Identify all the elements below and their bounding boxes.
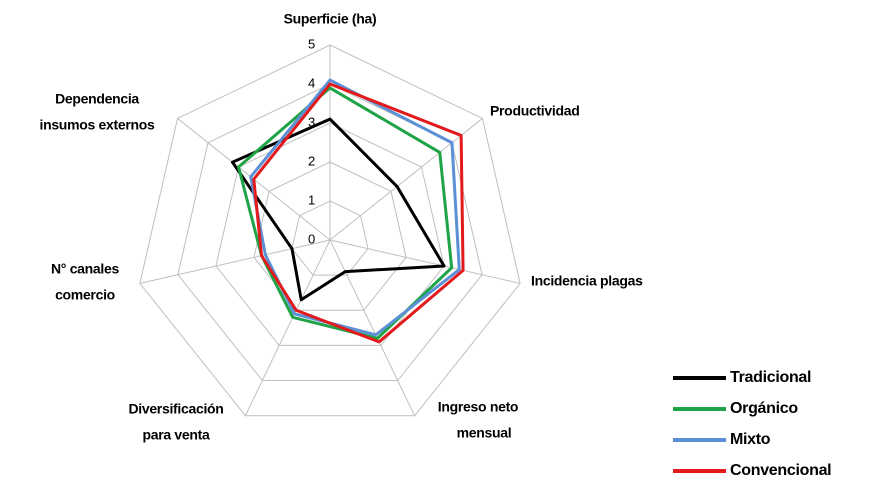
legend-label: Mixto <box>730 431 771 448</box>
tick-label: 0 <box>308 231 315 246</box>
spoke <box>329 118 483 241</box>
grid-ring <box>177 83 483 382</box>
spoke <box>329 239 521 284</box>
axis-label: mensual <box>457 425 512 441</box>
grid-ring <box>139 44 521 417</box>
tick-label: 1 <box>308 192 315 207</box>
axis-label: comercio <box>55 287 115 303</box>
legend-label: Convencional <box>730 462 831 479</box>
axis-label: Superficie (ha) <box>284 11 377 27</box>
axis-label: Dependencia <box>55 91 139 107</box>
axis-label: N° canales <box>51 261 119 277</box>
tick-label: 5 <box>308 36 315 51</box>
legend-label: Tradicional <box>730 369 811 386</box>
spoke <box>329 239 416 416</box>
tick-label: 2 <box>308 153 315 168</box>
grid-ring <box>253 161 407 311</box>
spoke <box>244 239 331 416</box>
series-line <box>237 86 454 340</box>
spoke <box>139 239 331 284</box>
axis-label: Incidencia plagas <box>531 273 643 289</box>
tick-label: 3 <box>308 114 315 129</box>
axis-label: Productividad <box>490 103 579 119</box>
legend-label: Orgánico <box>730 400 798 417</box>
grid-ring <box>291 200 369 276</box>
axis-label: insumos externos <box>39 117 155 133</box>
axis-label: para venta <box>142 427 210 443</box>
tick-label: 4 <box>308 75 315 90</box>
grid-ring <box>215 122 445 346</box>
axis-label: Diversificación <box>128 401 223 417</box>
axis-label: Ingreso neto <box>438 399 518 415</box>
series-line <box>252 82 465 344</box>
